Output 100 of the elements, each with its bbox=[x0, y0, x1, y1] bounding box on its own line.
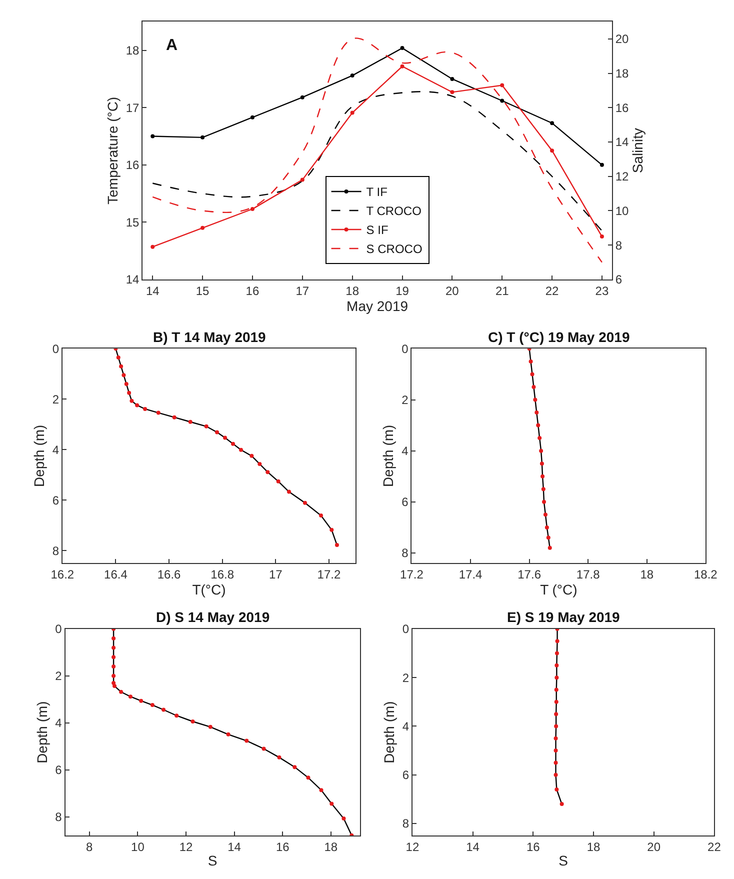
y-tick-label: 8 bbox=[402, 816, 410, 831]
point bbox=[350, 74, 354, 78]
x-tick-label: 12 bbox=[406, 840, 420, 854]
x-tick-label: 16 bbox=[526, 840, 540, 854]
point bbox=[600, 162, 604, 167]
x-tick-label: 18 bbox=[640, 568, 654, 582]
y-tick-label: 4 bbox=[55, 716, 62, 730]
x-tick-label: 23 bbox=[595, 284, 609, 298]
x-tick-label: 10 bbox=[131, 840, 145, 854]
x-tick-label: 17 bbox=[296, 284, 310, 298]
x-axis-title: S bbox=[208, 852, 218, 868]
point bbox=[300, 95, 304, 100]
y-tick-label: 17 bbox=[126, 100, 140, 115]
point bbox=[600, 234, 604, 239]
y-tick-label: 0 bbox=[402, 342, 409, 356]
y2-axis-title: Salinity bbox=[629, 128, 646, 174]
y2-tick-label: 14 bbox=[615, 135, 630, 150]
point bbox=[400, 46, 404, 50]
line-series bbox=[152, 38, 603, 263]
x-tick-label: 17.8 bbox=[576, 568, 600, 582]
y-tick-label: 14 bbox=[126, 272, 140, 287]
x-tick-label: 21 bbox=[495, 284, 510, 298]
x-tick-label: 22 bbox=[708, 840, 722, 854]
legend-label: S IF bbox=[366, 223, 388, 238]
x-tick-label: 18.2 bbox=[694, 568, 718, 582]
x-tick-label: 18 bbox=[324, 840, 338, 854]
y-tick-label: 2 bbox=[55, 669, 62, 684]
y-tick-label: 0 bbox=[55, 622, 62, 636]
y-axis-title: Temperature (°C) bbox=[104, 96, 120, 204]
x-tick-label: 16.6 bbox=[157, 568, 182, 582]
x-axis-title: S bbox=[558, 852, 568, 868]
legend-label: T IF bbox=[366, 185, 388, 200]
y-tick-label: 8 bbox=[55, 810, 62, 824]
x-tick-label: 22 bbox=[545, 284, 560, 298]
x-tick-label: 16.2 bbox=[50, 568, 74, 582]
chart-title: C) T (°C) 19 May 2019 bbox=[488, 329, 630, 345]
x-tick-label: 17.2 bbox=[400, 568, 424, 582]
point bbox=[150, 134, 155, 138]
point bbox=[400, 64, 404, 68]
y-tick-label: 6 bbox=[402, 768, 410, 782]
point bbox=[250, 207, 254, 212]
y-tick-label: 6 bbox=[55, 763, 62, 778]
x-tick-label: 17.4 bbox=[458, 568, 483, 582]
y-tick-label: 4 bbox=[402, 444, 409, 458]
y-tick-label: 6 bbox=[402, 495, 409, 510]
x-tick-label: 14 bbox=[146, 284, 160, 298]
y2-tick-label: 6 bbox=[615, 272, 622, 287]
y-tick-label: 2 bbox=[402, 670, 410, 685]
y-axis-title: Depth (m) bbox=[380, 701, 397, 764]
point bbox=[450, 90, 454, 94]
x-tick-label: 16 bbox=[246, 284, 260, 298]
point bbox=[500, 98, 504, 103]
point bbox=[200, 226, 205, 230]
y-tick-label: 8 bbox=[52, 544, 60, 558]
x-tick-label: 17.2 bbox=[317, 568, 341, 582]
y-tick-label: 8 bbox=[402, 546, 409, 560]
chart-title: B) T 14 May 2019 bbox=[153, 329, 266, 345]
chart-title: D) S 14 May 2019 bbox=[156, 609, 270, 625]
y2-tick-label: 12 bbox=[615, 170, 630, 184]
x-tick-label: 14 bbox=[228, 840, 242, 854]
point bbox=[500, 83, 504, 88]
x-tick-label: 16 bbox=[276, 840, 290, 854]
x-tick-label: 20 bbox=[647, 840, 661, 854]
y-tick-label: 0 bbox=[402, 622, 410, 636]
y2-tick-label: 16 bbox=[615, 100, 630, 115]
x-axis-title: T (°C) bbox=[540, 582, 578, 598]
x-tick-label: 15 bbox=[196, 284, 210, 298]
y-axis-title: Depth (m) bbox=[30, 424, 47, 488]
y-tick-label: 4 bbox=[52, 442, 60, 457]
x-tick-label: 16.4 bbox=[104, 568, 128, 582]
y-tick-label: 15 bbox=[126, 215, 140, 230]
y2-tick-label: 18 bbox=[615, 66, 630, 80]
y-tick-label: 16 bbox=[126, 158, 140, 172]
point bbox=[550, 148, 554, 153]
y-tick-label: 6 bbox=[52, 493, 60, 508]
point bbox=[200, 135, 205, 140]
point bbox=[250, 115, 254, 120]
x-tick-label: 20 bbox=[446, 284, 460, 298]
x-tick-label: 14 bbox=[466, 840, 480, 854]
x-tick-label: 8 bbox=[86, 840, 94, 854]
x-tick-label: 18 bbox=[586, 840, 600, 854]
x-tick-label: 19 bbox=[396, 284, 410, 298]
point bbox=[150, 244, 155, 249]
y-tick-label: 18 bbox=[126, 44, 140, 58]
x-tick-label: 17.6 bbox=[518, 568, 542, 582]
point bbox=[550, 121, 554, 126]
legend-label: T CROCO bbox=[366, 204, 422, 218]
x-tick-label: 12 bbox=[179, 840, 194, 854]
y-tick-label: 2 bbox=[52, 392, 60, 406]
point bbox=[450, 76, 454, 81]
x-axis-title: T(°C) bbox=[192, 582, 226, 598]
x-axis-title: May 2019 bbox=[346, 298, 408, 314]
y-tick-label: 2 bbox=[402, 392, 409, 407]
legend-label: S CROCO bbox=[366, 242, 422, 256]
y2-tick-label: 8 bbox=[615, 238, 622, 252]
x-tick-label: 17 bbox=[268, 568, 283, 582]
y2-tick-label: 10 bbox=[615, 204, 630, 218]
chart-title: E) S 19 May 2019 bbox=[507, 609, 620, 625]
y-axis-title: Depth (m) bbox=[380, 424, 396, 488]
point bbox=[350, 110, 354, 115]
